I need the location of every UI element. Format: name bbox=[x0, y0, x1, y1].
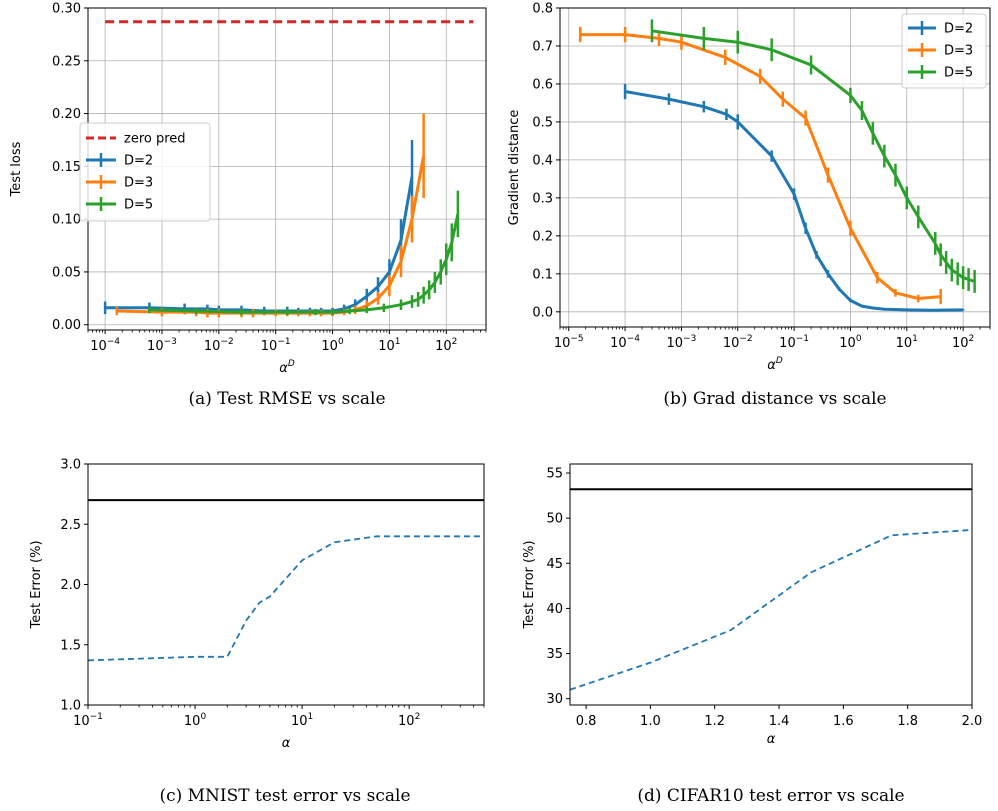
legend-label: D=2 bbox=[124, 154, 153, 169]
y-axis-label: Gradient distance bbox=[507, 110, 522, 226]
y-tick-label: 0.4 bbox=[532, 153, 553, 168]
y-tick-label: 2.0 bbox=[60, 578, 81, 593]
series-line-series-0 bbox=[570, 529, 972, 691]
x-axis-label: αD bbox=[767, 356, 783, 373]
x-tick-label: 2.0 bbox=[962, 714, 983, 729]
y-axis-label: Test loss bbox=[9, 141, 24, 197]
axes-frame bbox=[559, 7, 991, 328]
x-tick-label: 101 bbox=[896, 334, 918, 351]
y-tick-label: 35 bbox=[546, 647, 563, 662]
x-tick-label: 10−3 bbox=[666, 334, 696, 351]
y-tick-label: 55 bbox=[546, 467, 563, 482]
y-tick-label: 30 bbox=[546, 692, 563, 707]
x-tick-label: 10−1 bbox=[779, 334, 809, 351]
y-tick-label: 0.10 bbox=[52, 213, 81, 228]
x-tick-label: 1.0 bbox=[640, 714, 661, 729]
x-tick-label: 10−1 bbox=[73, 712, 103, 729]
x-tick-label: 10−2 bbox=[723, 334, 753, 351]
y-tick-label: 1.5 bbox=[60, 638, 81, 653]
legend-label: D=2 bbox=[944, 22, 973, 37]
y-tick-label: 50 bbox=[546, 512, 563, 527]
y-tick-label: 40 bbox=[546, 602, 563, 617]
x-tick-label: 10−4 bbox=[610, 334, 640, 351]
legend-box bbox=[79, 122, 211, 222]
x-tick-label: 1.6 bbox=[833, 714, 854, 729]
x-tick-label: 1.8 bbox=[897, 714, 918, 729]
x-tick-label: 10−1 bbox=[261, 337, 291, 354]
x-tick-label: 1.4 bbox=[769, 714, 790, 729]
legend: zero pred D=2 D=3 D=5 bbox=[79, 122, 211, 222]
x-tick-label: 0.8 bbox=[576, 714, 597, 729]
panel-b: 10−5 10−4 10−3 10−2 10−1 100 101 102 0.0 0.1 0.2 0.… bbox=[507, 2, 991, 409]
x-tick-label: 100 bbox=[184, 712, 207, 729]
x-tick-label: 102 bbox=[398, 712, 420, 729]
legend-label: D=3 bbox=[944, 44, 973, 59]
x-axis-label: αD bbox=[279, 359, 295, 376]
y-tick-label: 0.05 bbox=[52, 265, 81, 280]
x-tick-label: 101 bbox=[291, 712, 313, 729]
x-tick-label: 10−3 bbox=[147, 337, 177, 354]
figure-caption: (c) MNIST test error vs scale bbox=[159, 786, 410, 806]
y-tick-label: 0.1 bbox=[532, 267, 553, 282]
y-tick-label: 0.8 bbox=[532, 2, 553, 17]
x-tick-label: 102 bbox=[952, 334, 974, 351]
legend: D=2 D=3 D=5 bbox=[901, 13, 987, 89]
series-line-d3 bbox=[580, 33, 941, 300]
y-tick-label: 0.20 bbox=[52, 107, 81, 122]
x-tick-label: 10−2 bbox=[204, 337, 234, 354]
y-tick-label: 0.15 bbox=[52, 160, 81, 175]
x-tick-label: 101 bbox=[378, 337, 400, 354]
y-tick-label: 0.7 bbox=[532, 39, 553, 54]
legend-label: D=5 bbox=[124, 198, 153, 213]
x-tick-label: 10−4 bbox=[90, 337, 120, 354]
series-line-series-0 bbox=[88, 535, 484, 662]
y-tick-label: 3.0 bbox=[60, 458, 81, 473]
legend-label: D=3 bbox=[124, 176, 153, 191]
x-axis-label: α bbox=[282, 736, 291, 751]
x-tick-label: 102 bbox=[435, 337, 457, 354]
y-tick-label: 0.6 bbox=[532, 77, 553, 92]
legend-label: zero pred bbox=[124, 132, 186, 147]
series-line-d2 bbox=[624, 90, 964, 312]
plot-area bbox=[578, 19, 976, 312]
plot-area bbox=[570, 488, 972, 691]
y-tick-label: 0.00 bbox=[52, 318, 81, 333]
axes-frame bbox=[569, 463, 973, 706]
y-axis-label: Test Error (%) bbox=[522, 540, 537, 629]
x-tick-label: 100 bbox=[839, 334, 862, 351]
y-tick-label: 45 bbox=[546, 557, 563, 572]
plot-area bbox=[88, 499, 484, 662]
x-tick-label: 100 bbox=[321, 337, 344, 354]
panel-d: 0.8 1.0 1.2 1.4 1.6 1.8 2.0 30 35 40 45 50 55 α Test E… bbox=[522, 463, 983, 806]
y-tick-label: 0.25 bbox=[52, 54, 81, 69]
figure-caption: (a) Test RMSE vs scale bbox=[188, 389, 385, 409]
y-tick-label: 2.5 bbox=[60, 518, 81, 533]
plot-area bbox=[103, 20, 474, 318]
x-tick-label: 10−5 bbox=[554, 334, 584, 351]
y-axis-label: Test Error (%) bbox=[29, 540, 44, 629]
legend-label: D=5 bbox=[944, 66, 973, 81]
x-tick-label: 1.2 bbox=[704, 714, 725, 729]
y-tick-label: 0.5 bbox=[532, 115, 553, 130]
y-tick-label: 1.0 bbox=[60, 699, 81, 714]
panel-a: 10−4 10−3 10−2 10−1 100 101 102 0.00 0.05 0.10 0.1… bbox=[9, 2, 487, 409]
figure-caption: (b) Grad distance vs scale bbox=[663, 389, 886, 409]
figure-caption: (d) CIFAR10 test error vs scale bbox=[637, 786, 904, 806]
y-tick-label: 0.2 bbox=[532, 229, 553, 244]
y-tick-label: 0.30 bbox=[52, 2, 81, 17]
y-tick-label: 0.0 bbox=[532, 305, 553, 320]
x-axis-label: α bbox=[767, 732, 776, 747]
panel-c: 10−1 100 101 102 1.0 1.5 2.0 2.5 3.0 α Test Error … bbox=[29, 458, 485, 806]
y-tick-label: 0.3 bbox=[532, 191, 553, 206]
